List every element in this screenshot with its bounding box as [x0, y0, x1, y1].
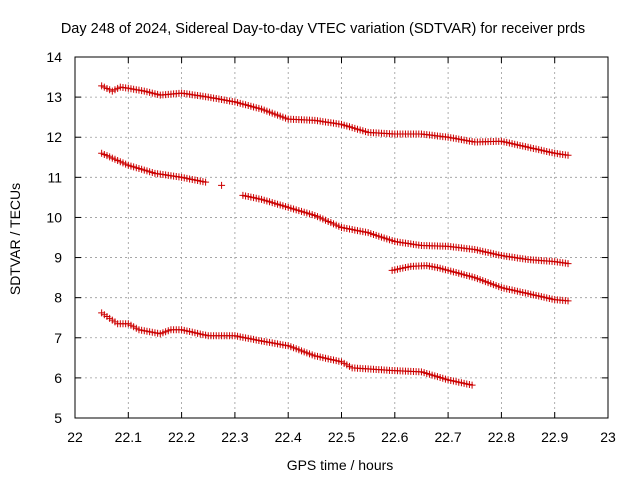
x-tick-label: 22: [67, 429, 83, 445]
x-tick-label: 22.3: [221, 429, 248, 445]
x-tick-label: 22.8: [488, 429, 515, 445]
track-1-point: [564, 151, 572, 159]
y-axis-label: SDTVAR / TECUs: [7, 183, 23, 295]
y-tick-label: 11: [47, 169, 62, 185]
x-tick-label: 22.7: [434, 429, 461, 445]
y-tick-label: 10: [46, 209, 62, 225]
x-axis-label: GPS time / hours: [287, 457, 394, 473]
y-tick-label: 12: [46, 129, 62, 145]
data-points: [98, 82, 572, 389]
x-tick-label: 22.6: [381, 429, 408, 445]
grid-lines: [75, 57, 608, 418]
x-tick-label: 22.9: [541, 429, 568, 445]
track-2-point: [202, 178, 210, 186]
track-3-point: [564, 297, 572, 305]
y-tick-label: 8: [54, 290, 62, 306]
y-tick-label: 14: [46, 49, 62, 65]
x-tick-label: 22.2: [168, 429, 195, 445]
axis-ticks: 22 22.1 22.2 22.3 22.4 22.5 22.6 22.7 22.8 22.9 23…: [46, 49, 616, 445]
x-tick-label: 22.4: [275, 429, 302, 445]
y-tick-label: 9: [54, 250, 62, 266]
chart-title: Day 248 of 2024, Sidereal Day-to-day VTE…: [61, 21, 585, 37]
track-2-point: [564, 260, 572, 268]
y-tick-label: 13: [46, 89, 62, 105]
y-tick-label: 7: [54, 330, 62, 346]
x-tick-label: 23: [600, 429, 616, 445]
y-tick-label: 5: [54, 410, 62, 426]
track-2-point: [218, 181, 226, 189]
x-tick-label: 22.1: [115, 429, 142, 445]
x-tick-label: 22.5: [328, 429, 355, 445]
track-4-point: [468, 381, 476, 389]
y-tick-label: 6: [54, 370, 62, 386]
